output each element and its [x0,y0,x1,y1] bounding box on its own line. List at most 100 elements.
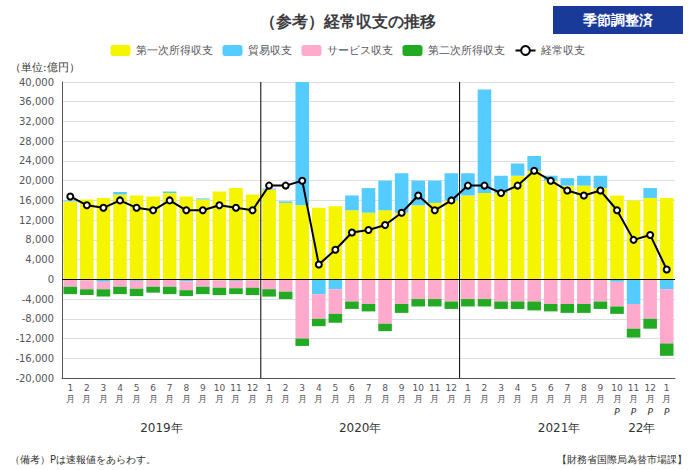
svg-text:12: 12 [446,383,457,393]
svg-text:季節調整済: 季節調整済 [582,12,654,28]
svg-text:1: 1 [266,383,272,393]
svg-text:3: 3 [299,383,305,393]
svg-text:7: 7 [366,383,372,393]
svg-text:月: 月 [480,394,489,404]
svg-text:月: 月 [132,394,141,404]
svg-text:5: 5 [332,383,338,393]
svg-text:月: 月 [364,394,373,404]
svg-text:月: 月 [513,394,522,404]
svg-text:11: 11 [628,383,639,393]
svg-text:22年: 22年 [628,421,655,435]
svg-text:月: 月 [563,394,572,404]
svg-text:月: 月 [331,394,340,404]
svg-text:月: 月 [530,394,539,404]
svg-text:P: P [647,407,653,417]
svg-text:経常収支: 経常収支 [540,44,585,57]
svg-text:4: 4 [515,383,521,393]
svg-text:40,000: 40,000 [19,77,54,88]
svg-text:8: 8 [581,383,587,393]
svg-text:月: 月 [281,394,290,404]
svg-text:第二次所得収支: 第二次所得収支 [428,44,505,57]
svg-text:月: 月 [463,394,472,404]
svg-text:月: 月 [182,394,191,404]
svg-text:11: 11 [230,383,241,393]
svg-text:月: 月 [149,394,158,404]
svg-text:7: 7 [564,383,570,393]
svg-text:2021年: 2021年 [538,421,581,435]
svg-text:11: 11 [429,383,440,393]
svg-text:12,000: 12,000 [19,215,54,226]
svg-text:月: 月 [497,394,506,404]
svg-text:2: 2 [84,383,90,393]
svg-text:36,000: 36,000 [19,96,54,107]
svg-text:月: 月 [215,394,224,404]
svg-text:10: 10 [214,383,226,393]
svg-text:月: 月 [646,394,655,404]
svg-text:（備考）Pは速報値をあらわす。: （備考）Pは速報値をあらわす。 [10,454,156,465]
svg-text:月: 月 [66,394,75,404]
svg-text:月: 月 [414,394,423,404]
svg-text:3: 3 [498,383,504,393]
svg-text:8: 8 [382,383,388,393]
svg-text:0: 0 [48,274,54,285]
svg-text:P: P [664,407,670,417]
svg-text:月: 月 [596,394,605,404]
svg-text:-16,000: -16,000 [15,353,54,364]
svg-text:月: 月 [99,394,108,404]
svg-text:月: 月 [248,394,257,404]
svg-text:月: 月 [298,394,307,404]
svg-text:月: 月 [115,394,124,404]
svg-text:6: 6 [150,383,156,393]
svg-text:28,000: 28,000 [19,136,54,147]
svg-text:1: 1 [67,383,73,393]
svg-text:24,000: 24,000 [19,155,54,166]
svg-text:月: 月 [430,394,439,404]
svg-text:2: 2 [482,383,488,393]
svg-text:月: 月 [347,394,356,404]
svg-text:9: 9 [399,383,405,393]
svg-text:-12,000: -12,000 [15,333,54,344]
svg-text:月: 月 [579,394,588,404]
svg-text:（参考）経常収支の推移: （参考）経常収支の推移 [260,12,436,31]
svg-text:月: 月 [662,394,671,404]
svg-text:1: 1 [664,383,670,393]
svg-text:（単位:億円）: （単位:億円） [10,61,80,74]
svg-text:12: 12 [247,383,258,393]
svg-text:月: 月 [397,394,406,404]
svg-text:4: 4 [117,383,123,393]
svg-text:-20,000: -20,000 [15,373,54,384]
svg-text:月: 月 [231,394,240,404]
svg-text:4: 4 [316,383,322,393]
svg-text:5: 5 [134,383,140,393]
svg-text:10: 10 [412,383,424,393]
svg-text:6: 6 [548,383,554,393]
svg-text:-8,000: -8,000 [22,313,54,324]
svg-text:2019年: 2019年 [140,421,183,435]
svg-text:16,000: 16,000 [19,195,54,206]
svg-text:4,000: 4,000 [25,254,54,265]
svg-text:第一次所得収支: 第一次所得収支 [136,44,213,57]
svg-text:サービス収支: サービス収支 [327,44,393,57]
svg-text:P: P [631,407,637,417]
svg-text:8: 8 [183,383,189,393]
svg-text:月: 月 [165,394,174,404]
svg-text:月: 月 [314,394,323,404]
svg-text:月: 月 [546,394,555,404]
svg-text:貿易収支: 貿易収支 [248,44,292,57]
svg-text:6: 6 [349,383,355,393]
svg-text:月: 月 [198,394,207,404]
svg-text:月: 月 [447,394,456,404]
svg-text:月: 月 [381,394,390,404]
svg-text:2020年: 2020年 [339,421,382,435]
svg-text:月: 月 [265,394,274,404]
svg-text:9: 9 [200,383,206,393]
svg-text:月: 月 [613,394,622,404]
svg-text:-4,000: -4,000 [22,294,54,305]
svg-text:7: 7 [167,383,173,393]
svg-text:9: 9 [598,383,604,393]
svg-text:8,000: 8,000 [25,234,54,245]
svg-text:1: 1 [465,383,471,393]
svg-text:5: 5 [531,383,537,393]
svg-text:32,000: 32,000 [19,116,54,127]
svg-text:10: 10 [611,383,623,393]
